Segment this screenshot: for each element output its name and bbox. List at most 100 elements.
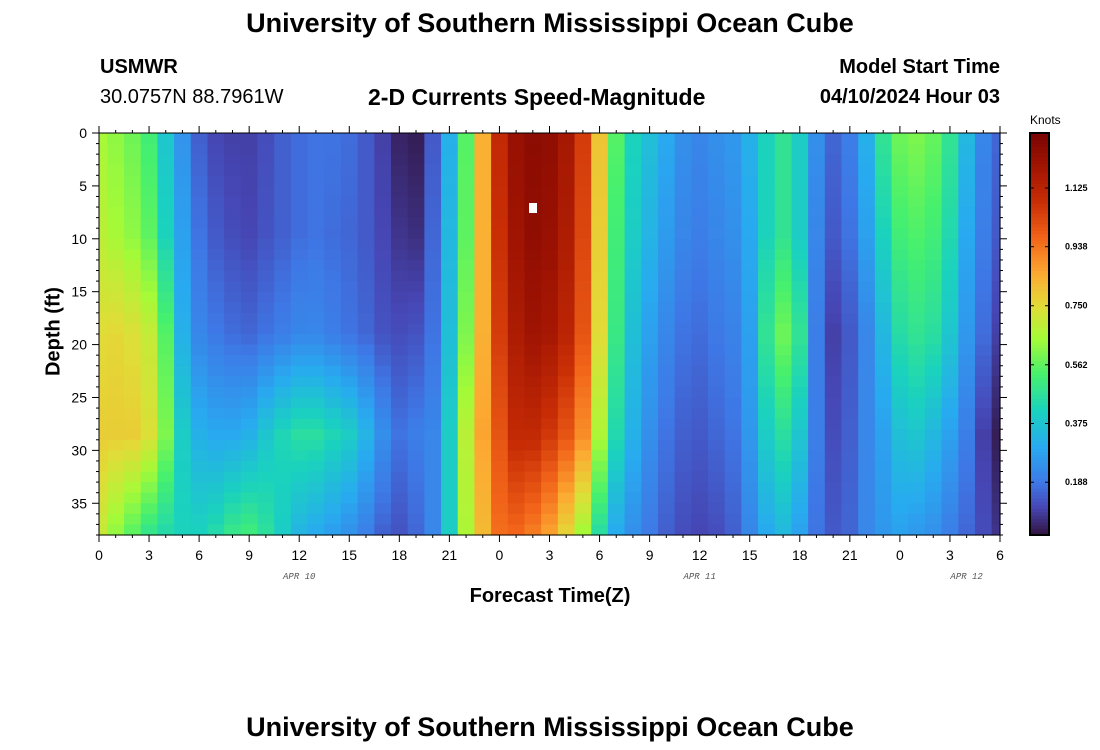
heatmap-cell: [441, 323, 459, 335]
heatmap-cell: [574, 355, 592, 367]
heatmap-cell: [340, 365, 359, 377]
heatmap-cell: [324, 365, 342, 377]
heatmap-cell: [974, 291, 993, 303]
heatmap-cell: [174, 196, 192, 208]
heatmap-cell: [808, 450, 826, 462]
heatmap-cell: [307, 207, 325, 219]
heatmap-cell: [574, 249, 592, 261]
heatmap-cell: [107, 270, 125, 282]
heatmap-cell: [457, 513, 476, 526]
colorbar-segment: [1030, 434, 1049, 439]
heatmap-cell: [274, 492, 292, 504]
heatmap-cell: [641, 439, 659, 451]
heatmap-cell: [107, 143, 125, 155]
heatmap-cell: [541, 323, 559, 335]
heatmap-cell: [874, 175, 893, 187]
heatmap-cell: [691, 376, 709, 388]
heatmap-cell: [774, 312, 793, 325]
heatmap-cell: [240, 217, 259, 229]
colorbar-segment: [1030, 203, 1049, 208]
heatmap-cell: [140, 217, 158, 229]
heatmap-cell: [457, 291, 476, 303]
heatmap-cell: [641, 418, 659, 430]
heatmap-cell: [507, 386, 526, 399]
heatmap-cell: [340, 249, 359, 261]
heatmap-cell: [674, 164, 692, 176]
heatmap-cell: [357, 133, 375, 145]
heatmap-cell: [541, 164, 559, 176]
heatmap-cell: [941, 376, 959, 388]
heatmap-cell: [574, 524, 592, 536]
heatmap-cell: [357, 249, 375, 261]
heatmap-cell: [574, 429, 592, 441]
heatmap-cell: [624, 185, 642, 198]
heatmap-cell: [491, 365, 509, 377]
heatmap-cell: [140, 344, 158, 356]
heatmap-cell: [841, 439, 859, 451]
heatmap-cell: [174, 365, 192, 377]
heatmap-cell: [207, 291, 225, 303]
heatmap-cell: [891, 196, 909, 208]
heatmap-cell: [908, 376, 926, 388]
heatmap-cell: [941, 344, 959, 356]
heatmap-cell: [457, 344, 476, 356]
heatmap-cell: [858, 164, 876, 176]
heatmap-cell: [624, 376, 642, 388]
heatmap-cell: [574, 238, 592, 250]
heatmap-cell: [240, 302, 259, 314]
heatmap-cell: [874, 302, 893, 314]
heatmap-cell: [874, 503, 893, 515]
heatmap-cell: [457, 482, 476, 494]
heatmap-cell: [858, 513, 876, 526]
heatmap-cell: [491, 503, 509, 515]
heatmap-cell: [591, 471, 609, 483]
heatmap-cell: [441, 238, 459, 250]
heatmap-cell: [174, 471, 192, 483]
heatmap-cell: [624, 482, 642, 494]
heatmap-cell: [257, 503, 275, 515]
heatmap-cell: [174, 228, 192, 240]
heatmap-cell: [99, 164, 108, 176]
heatmap-cell: [674, 228, 692, 240]
heatmap-cell: [324, 312, 342, 325]
heatmap-cell: [758, 429, 776, 441]
heatmap-cell: [958, 217, 976, 229]
heatmap-cell: [691, 365, 709, 377]
heatmap-cell: [891, 312, 909, 325]
heatmap-cell: [107, 355, 125, 367]
heatmap-cell: [874, 238, 893, 250]
heatmap-cell: [424, 270, 442, 282]
heatmap-cell: [741, 323, 759, 335]
heatmap-cell: [641, 154, 659, 166]
colorbar-segment: [1030, 169, 1049, 174]
heatmap-cell: [390, 524, 409, 536]
heatmap-cell: [340, 418, 359, 430]
heatmap-cell: [607, 513, 626, 526]
heatmap-cell: [607, 439, 626, 451]
heatmap-cell: [958, 228, 976, 240]
heatmap-cell: [824, 302, 843, 314]
heatmap-cell: [908, 397, 926, 409]
heatmap-cell: [324, 143, 342, 155]
heatmap-cell: [557, 460, 576, 473]
heatmap-cell: [557, 302, 576, 314]
heatmap-cell: [691, 312, 709, 325]
heatmap-cell: [140, 503, 158, 515]
heatmap-cell: [574, 471, 592, 483]
heatmap-cell: [207, 355, 225, 367]
heatmap-cell: [474, 418, 492, 430]
heatmap-cell: [307, 344, 325, 356]
heatmap-cell: [858, 281, 876, 293]
heatmap-cell: [390, 175, 409, 187]
heatmap-cell: [908, 524, 926, 536]
heatmap-cell: [724, 460, 742, 473]
heatmap-cell: [174, 492, 192, 504]
heatmap-cell: [574, 185, 592, 198]
heatmap-cell: [424, 312, 442, 325]
heatmap-cell: [207, 460, 225, 473]
heatmap-cell: [557, 418, 576, 430]
heatmap-cell: [124, 397, 142, 409]
heatmap-cell: [107, 429, 125, 441]
heatmap-cell: [674, 418, 692, 430]
heatmap-cell: [591, 418, 609, 430]
